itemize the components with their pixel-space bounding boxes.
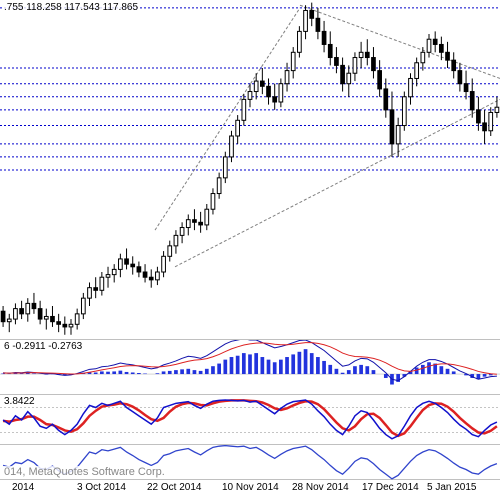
x-tick-label: 17 Dec 2014 — [362, 482, 419, 493]
x-tick-label: 2014 — [12, 482, 34, 493]
stochastic-panel[interactable]: 3.8422 — [0, 395, 500, 445]
macd-readout: 6 -0.2911 -0.2763 — [2, 341, 84, 352]
watermark-text: 014, MetaQuotes Software Corp. — [2, 466, 167, 478]
x-tick-label: 28 Nov 2014 — [292, 482, 349, 493]
x-tick-label: 10 Nov 2014 — [222, 482, 279, 493]
x-tick-label: 3 Oct 2014 — [77, 482, 126, 493]
time-axis: 2014 3 Oct 2014 22 Oct 2014 10 Nov 2014 28 N… — [0, 482, 500, 500]
candlestick-chart — [0, 0, 500, 340]
macd-panel[interactable]: 6 -0.2911 -0.2763 — [0, 340, 500, 395]
stochastic-chart — [0, 395, 500, 445]
price-chart-panel[interactable]: .755 118.258 117.543 117.865 — [0, 0, 500, 340]
x-tick-label: 5 Jan 2015 — [427, 482, 477, 493]
x-tick-label: 22 Oct 2014 — [147, 482, 201, 493]
price-readout: .755 118.258 117.543 117.865 — [2, 2, 140, 13]
stoch-readout: 3.8422 — [2, 396, 37, 407]
